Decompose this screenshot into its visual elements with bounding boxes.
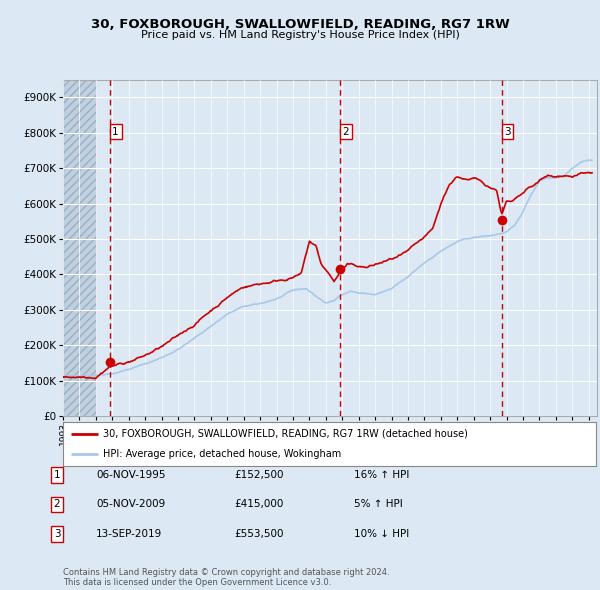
Text: 16% ↑ HPI: 16% ↑ HPI [354,470,409,480]
Text: 30, FOXBOROUGH, SWALLOWFIELD, READING, RG7 1RW (detached house): 30, FOXBOROUGH, SWALLOWFIELD, READING, R… [103,429,468,439]
Text: 3: 3 [504,127,511,137]
Text: 1: 1 [112,127,119,137]
Text: 10% ↓ HPI: 10% ↓ HPI [354,529,409,539]
Text: £415,000: £415,000 [234,500,283,509]
Text: 5% ↑ HPI: 5% ↑ HPI [354,500,403,509]
Text: HPI: Average price, detached house, Wokingham: HPI: Average price, detached house, Woki… [103,449,341,459]
Text: 1: 1 [53,470,61,480]
Text: 05-NOV-2009: 05-NOV-2009 [96,500,165,509]
Bar [63,80,96,416]
Text: 30, FOXBOROUGH, SWALLOWFIELD, READING, RG7 1RW: 30, FOXBOROUGH, SWALLOWFIELD, READING, R… [91,18,509,31]
Text: £553,500: £553,500 [234,529,284,539]
Text: 2: 2 [343,127,349,137]
Text: Contains HM Land Registry data © Crown copyright and database right 2024.
This d: Contains HM Land Registry data © Crown c… [63,568,389,587]
Text: 2: 2 [53,500,61,509]
Text: 13-SEP-2019: 13-SEP-2019 [96,529,162,539]
Text: £152,500: £152,500 [234,470,284,480]
Text: 06-NOV-1995: 06-NOV-1995 [96,470,166,480]
Text: Price paid vs. HM Land Registry's House Price Index (HPI): Price paid vs. HM Land Registry's House … [140,30,460,40]
Text: 3: 3 [53,529,61,539]
